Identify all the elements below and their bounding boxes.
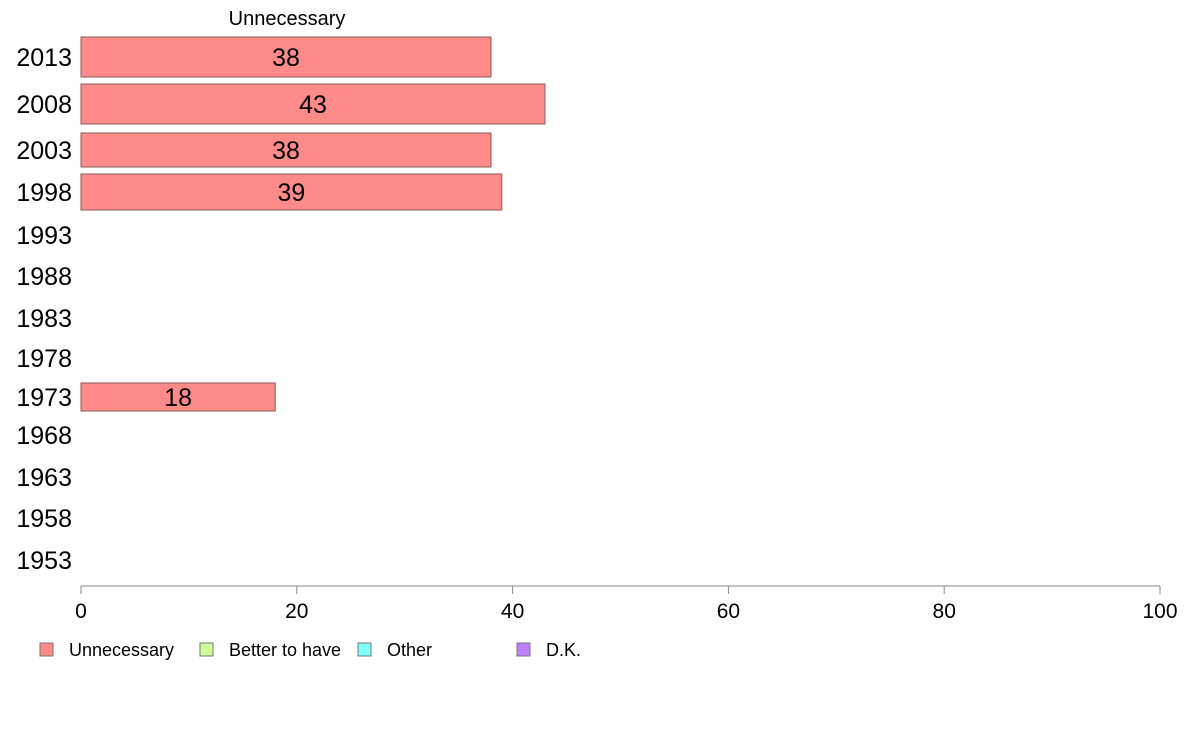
y-tick-label-1998: 1998 (16, 179, 72, 207)
y-tick-label-1958: 1958 (16, 505, 72, 533)
x-tick-label-0: 0 (75, 600, 87, 623)
x-tick-label-40: 40 (501, 600, 524, 623)
data-label-2003: 38 (272, 137, 300, 165)
legend-swatch-2 (357, 642, 372, 657)
y-tick-label-2003: 2003 (16, 137, 72, 165)
x-tick-label-60: 60 (717, 600, 740, 623)
x-tick-label-80: 80 (933, 600, 956, 623)
bar-2008 (80, 83, 546, 125)
y-tick-label-1968: 1968 (16, 422, 72, 450)
y-tick-label-2008: 2008 (16, 91, 72, 119)
bar-1973 (80, 382, 276, 412)
legend-label-1: Better to have (229, 640, 341, 660)
legend-label-0: Unnecessary (69, 640, 174, 660)
y-tick-label-1993: 1993 (16, 222, 72, 250)
y-tick-label-1953: 1953 (16, 547, 72, 575)
y-tick-label-1973: 1973 (16, 384, 72, 412)
y-tick-label-1988: 1988 (16, 263, 72, 291)
chart-title: Unnecessary (229, 8, 346, 30)
bar-2013 (80, 36, 492, 78)
y-tick-label-1983: 1983 (16, 305, 72, 333)
bar-1998 (80, 173, 503, 211)
legend-label-3: D.K. (546, 640, 581, 660)
data-label-1998: 39 (277, 179, 305, 207)
y-tick-label-1978: 1978 (16, 345, 72, 373)
y-tick-label-2013: 2013 (16, 44, 72, 72)
data-label-2013: 38 (272, 44, 300, 72)
x-axis: 0 20 40 60 80 100 (75, 585, 1178, 623)
data-label-2008: 43 (299, 91, 327, 119)
y-axis-labels: 2013 2008 2003 1998 1993 1988 1983 1978 1973 1968… (16, 44, 72, 575)
legend-label-2: Other (387, 640, 432, 660)
x-tick-label-100: 100 (1142, 600, 1177, 623)
y-tick-label-1963: 1963 (16, 464, 72, 492)
bars-group: 38 43 38 39 18 (80, 36, 546, 412)
bar-2003 (80, 132, 492, 168)
legend-swatch-1 (199, 642, 214, 657)
legend-swatch-3 (516, 642, 531, 657)
legend-swatch-0 (39, 642, 54, 657)
x-tick-label-20: 20 (285, 600, 308, 623)
data-label-1973: 18 (164, 384, 192, 412)
legend: Unnecessary Better to have Other D.K. (39, 640, 581, 660)
